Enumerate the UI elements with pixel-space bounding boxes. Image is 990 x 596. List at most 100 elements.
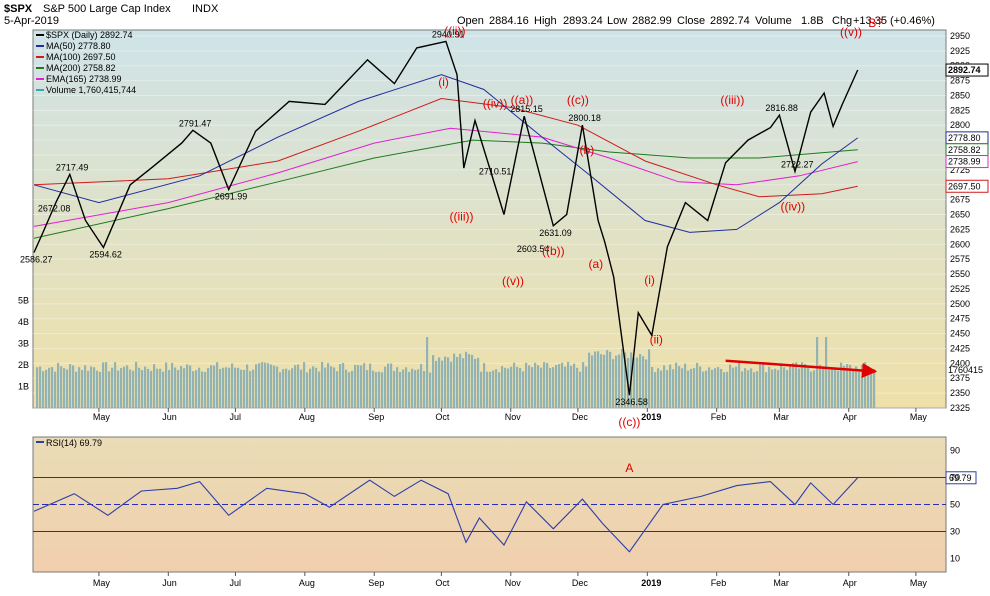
volume-bar [798, 368, 801, 408]
price-point-label: 2603.54 [517, 244, 550, 254]
volume-bar [72, 365, 75, 408]
volume-bar [306, 372, 309, 408]
volume-bar [450, 361, 453, 408]
volume-bar [822, 366, 825, 408]
volume-bar [714, 368, 717, 408]
rsi-x-axis: May Jun Jul Aug Sep Oct Nov Dec 2019 Feb Mar Apr May [93, 572, 927, 588]
volume-bar [648, 349, 651, 408]
volume-tick-label: 5B [18, 296, 29, 306]
volume-bar [651, 366, 654, 408]
volume-bar [552, 367, 555, 408]
volume-bar [192, 371, 195, 408]
price-point-label: 2346.58 [615, 397, 648, 407]
ticker-symbol: $SPX [4, 3, 33, 15]
volume-bar [51, 367, 54, 408]
volume-bar [102, 362, 105, 408]
volume-bar [432, 355, 435, 408]
volume-bar [462, 358, 465, 408]
price-point-label: 2815.15 [510, 104, 543, 114]
volume-bar [867, 365, 870, 408]
rsi-wave-label: A [625, 461, 633, 475]
volume-bar [555, 364, 558, 408]
legend-entry: Volume 1,760,415,744 [46, 85, 136, 95]
price-tick-label: 2850 [950, 90, 970, 100]
volume-bar [708, 367, 711, 408]
price-tick-label: 2575 [950, 254, 970, 264]
volume-bar [471, 354, 474, 408]
volume-bar [60, 366, 63, 408]
volume-bar [513, 362, 516, 408]
volume-bar [99, 371, 102, 408]
volume-tick-label: 4B [18, 317, 29, 327]
volume-bar [489, 371, 492, 408]
volume-bar [582, 362, 585, 408]
price-tick-label: 2525 [950, 284, 970, 294]
volume-bar [846, 364, 849, 408]
price-point-label: 2631.09 [539, 228, 572, 238]
x-tick-label: Dec [572, 578, 589, 588]
volume-bar [426, 337, 429, 408]
price-tick-label: 2950 [950, 31, 970, 41]
volume-bar [57, 363, 60, 408]
x-tick-label: Jun [162, 578, 177, 588]
volume-bar [273, 365, 276, 408]
price-point-label: 2800.18 [568, 113, 601, 123]
volume-bar [831, 368, 834, 408]
rsi-tick-label: 50 [950, 500, 960, 510]
wave-label: (i) [644, 273, 655, 287]
x-tick-label: Aug [299, 412, 315, 422]
volume-bar [720, 368, 723, 408]
volume-bar [336, 371, 339, 408]
volume-bar [492, 370, 495, 408]
volume-bar [663, 365, 666, 408]
volume-bar [681, 368, 684, 408]
price-tick-label: 2925 [950, 46, 970, 56]
volume-bar [87, 370, 90, 408]
volume-bar [144, 366, 147, 408]
legend-entry: EMA(165) 2738.99 [46, 74, 122, 84]
volume-bar [120, 368, 123, 408]
volume-bar [579, 371, 582, 408]
volume-bar [825, 337, 828, 408]
volume-bar [816, 337, 819, 408]
volume-bar [684, 363, 687, 408]
volume-bar [258, 363, 261, 408]
volume-bar [123, 366, 126, 408]
volume-bar [711, 369, 714, 408]
volume-bar [360, 365, 363, 408]
last-volume-label: 1760415 [948, 365, 983, 375]
x-tick-label: Apr [843, 578, 857, 588]
ma200-line [33, 139, 858, 239]
volume-bar [225, 367, 228, 408]
wave-label: ((iii)) [720, 93, 744, 107]
volume-bar [219, 369, 222, 408]
volume-bar [147, 368, 150, 408]
rsi-last-value: 69.79 [949, 473, 972, 483]
volume-bar [66, 369, 69, 408]
volume-label: Volume [755, 15, 792, 27]
volume-bar [672, 369, 675, 408]
volume-bar [297, 364, 300, 408]
volume-bar [111, 367, 114, 408]
price-point-label: 2672.08 [38, 203, 71, 213]
volume-tick-label: 3B [18, 339, 29, 349]
wave-label: ((a)) [511, 93, 534, 107]
price-tick-label: 2600 [950, 239, 970, 249]
volume-bar [399, 371, 402, 408]
wave-labels: ((ii))(i)((iii))((iv)) ((a)) ((c))((v))((b… [438, 16, 883, 347]
volume-trend-arrow [725, 359, 878, 378]
volume-bar [162, 371, 165, 408]
volume-bar [699, 366, 702, 408]
volume-bar [342, 362, 345, 408]
volume-bar [339, 363, 342, 408]
x-tick-label: May [93, 578, 111, 588]
volume-bar [741, 371, 744, 408]
x-tick-label: Oct [435, 412, 450, 422]
volume-bar [723, 372, 726, 408]
volume-bar [645, 359, 648, 408]
volume-bar [870, 368, 873, 408]
volume-bar [459, 353, 462, 408]
rsi-legend-label: RSI(14) 69.79 [46, 438, 102, 448]
volume-bar [189, 365, 192, 408]
x-tick-label: Feb [711, 578, 727, 588]
